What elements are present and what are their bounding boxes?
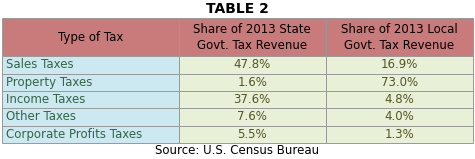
Bar bbox=[179, 108, 326, 126]
Bar bbox=[179, 126, 326, 143]
Text: Other Taxes: Other Taxes bbox=[6, 111, 76, 123]
Text: 1.6%: 1.6% bbox=[238, 76, 267, 89]
Text: 4.8%: 4.8% bbox=[385, 93, 414, 106]
Text: Source: U.S. Census Bureau: Source: U.S. Census Bureau bbox=[155, 145, 320, 158]
Text: 47.8%: 47.8% bbox=[234, 58, 271, 71]
Bar bbox=[2, 74, 179, 91]
Text: 1.3%: 1.3% bbox=[385, 128, 414, 141]
Bar bbox=[2, 18, 179, 56]
Text: Property Taxes: Property Taxes bbox=[6, 76, 92, 89]
Bar bbox=[326, 56, 473, 74]
Bar bbox=[179, 18, 326, 56]
Text: TABLE 2: TABLE 2 bbox=[206, 2, 269, 16]
Bar bbox=[2, 91, 179, 108]
Text: Share of 2013 State
Govt. Tax Revenue: Share of 2013 State Govt. Tax Revenue bbox=[193, 23, 311, 52]
Bar bbox=[326, 108, 473, 126]
Bar bbox=[2, 108, 179, 126]
Text: 7.6%: 7.6% bbox=[238, 111, 267, 123]
Text: 73.0%: 73.0% bbox=[381, 76, 418, 89]
Bar bbox=[2, 126, 179, 143]
Text: 5.5%: 5.5% bbox=[238, 128, 267, 141]
Text: 37.6%: 37.6% bbox=[234, 93, 271, 106]
Bar bbox=[179, 56, 326, 74]
Text: Type of Tax: Type of Tax bbox=[57, 31, 123, 44]
Text: Corporate Profits Taxes: Corporate Profits Taxes bbox=[6, 128, 142, 141]
Text: Sales Taxes: Sales Taxes bbox=[6, 58, 74, 71]
Bar bbox=[326, 74, 473, 91]
Bar bbox=[179, 91, 326, 108]
Bar bbox=[2, 56, 179, 74]
Bar bbox=[326, 126, 473, 143]
Bar bbox=[326, 18, 473, 56]
Text: Income Taxes: Income Taxes bbox=[6, 93, 85, 106]
Text: 16.9%: 16.9% bbox=[381, 58, 418, 71]
Bar bbox=[179, 74, 326, 91]
Text: Share of 2013 Local
Govt. Tax Revenue: Share of 2013 Local Govt. Tax Revenue bbox=[341, 23, 458, 52]
Bar bbox=[326, 91, 473, 108]
Text: 4.0%: 4.0% bbox=[385, 111, 414, 123]
